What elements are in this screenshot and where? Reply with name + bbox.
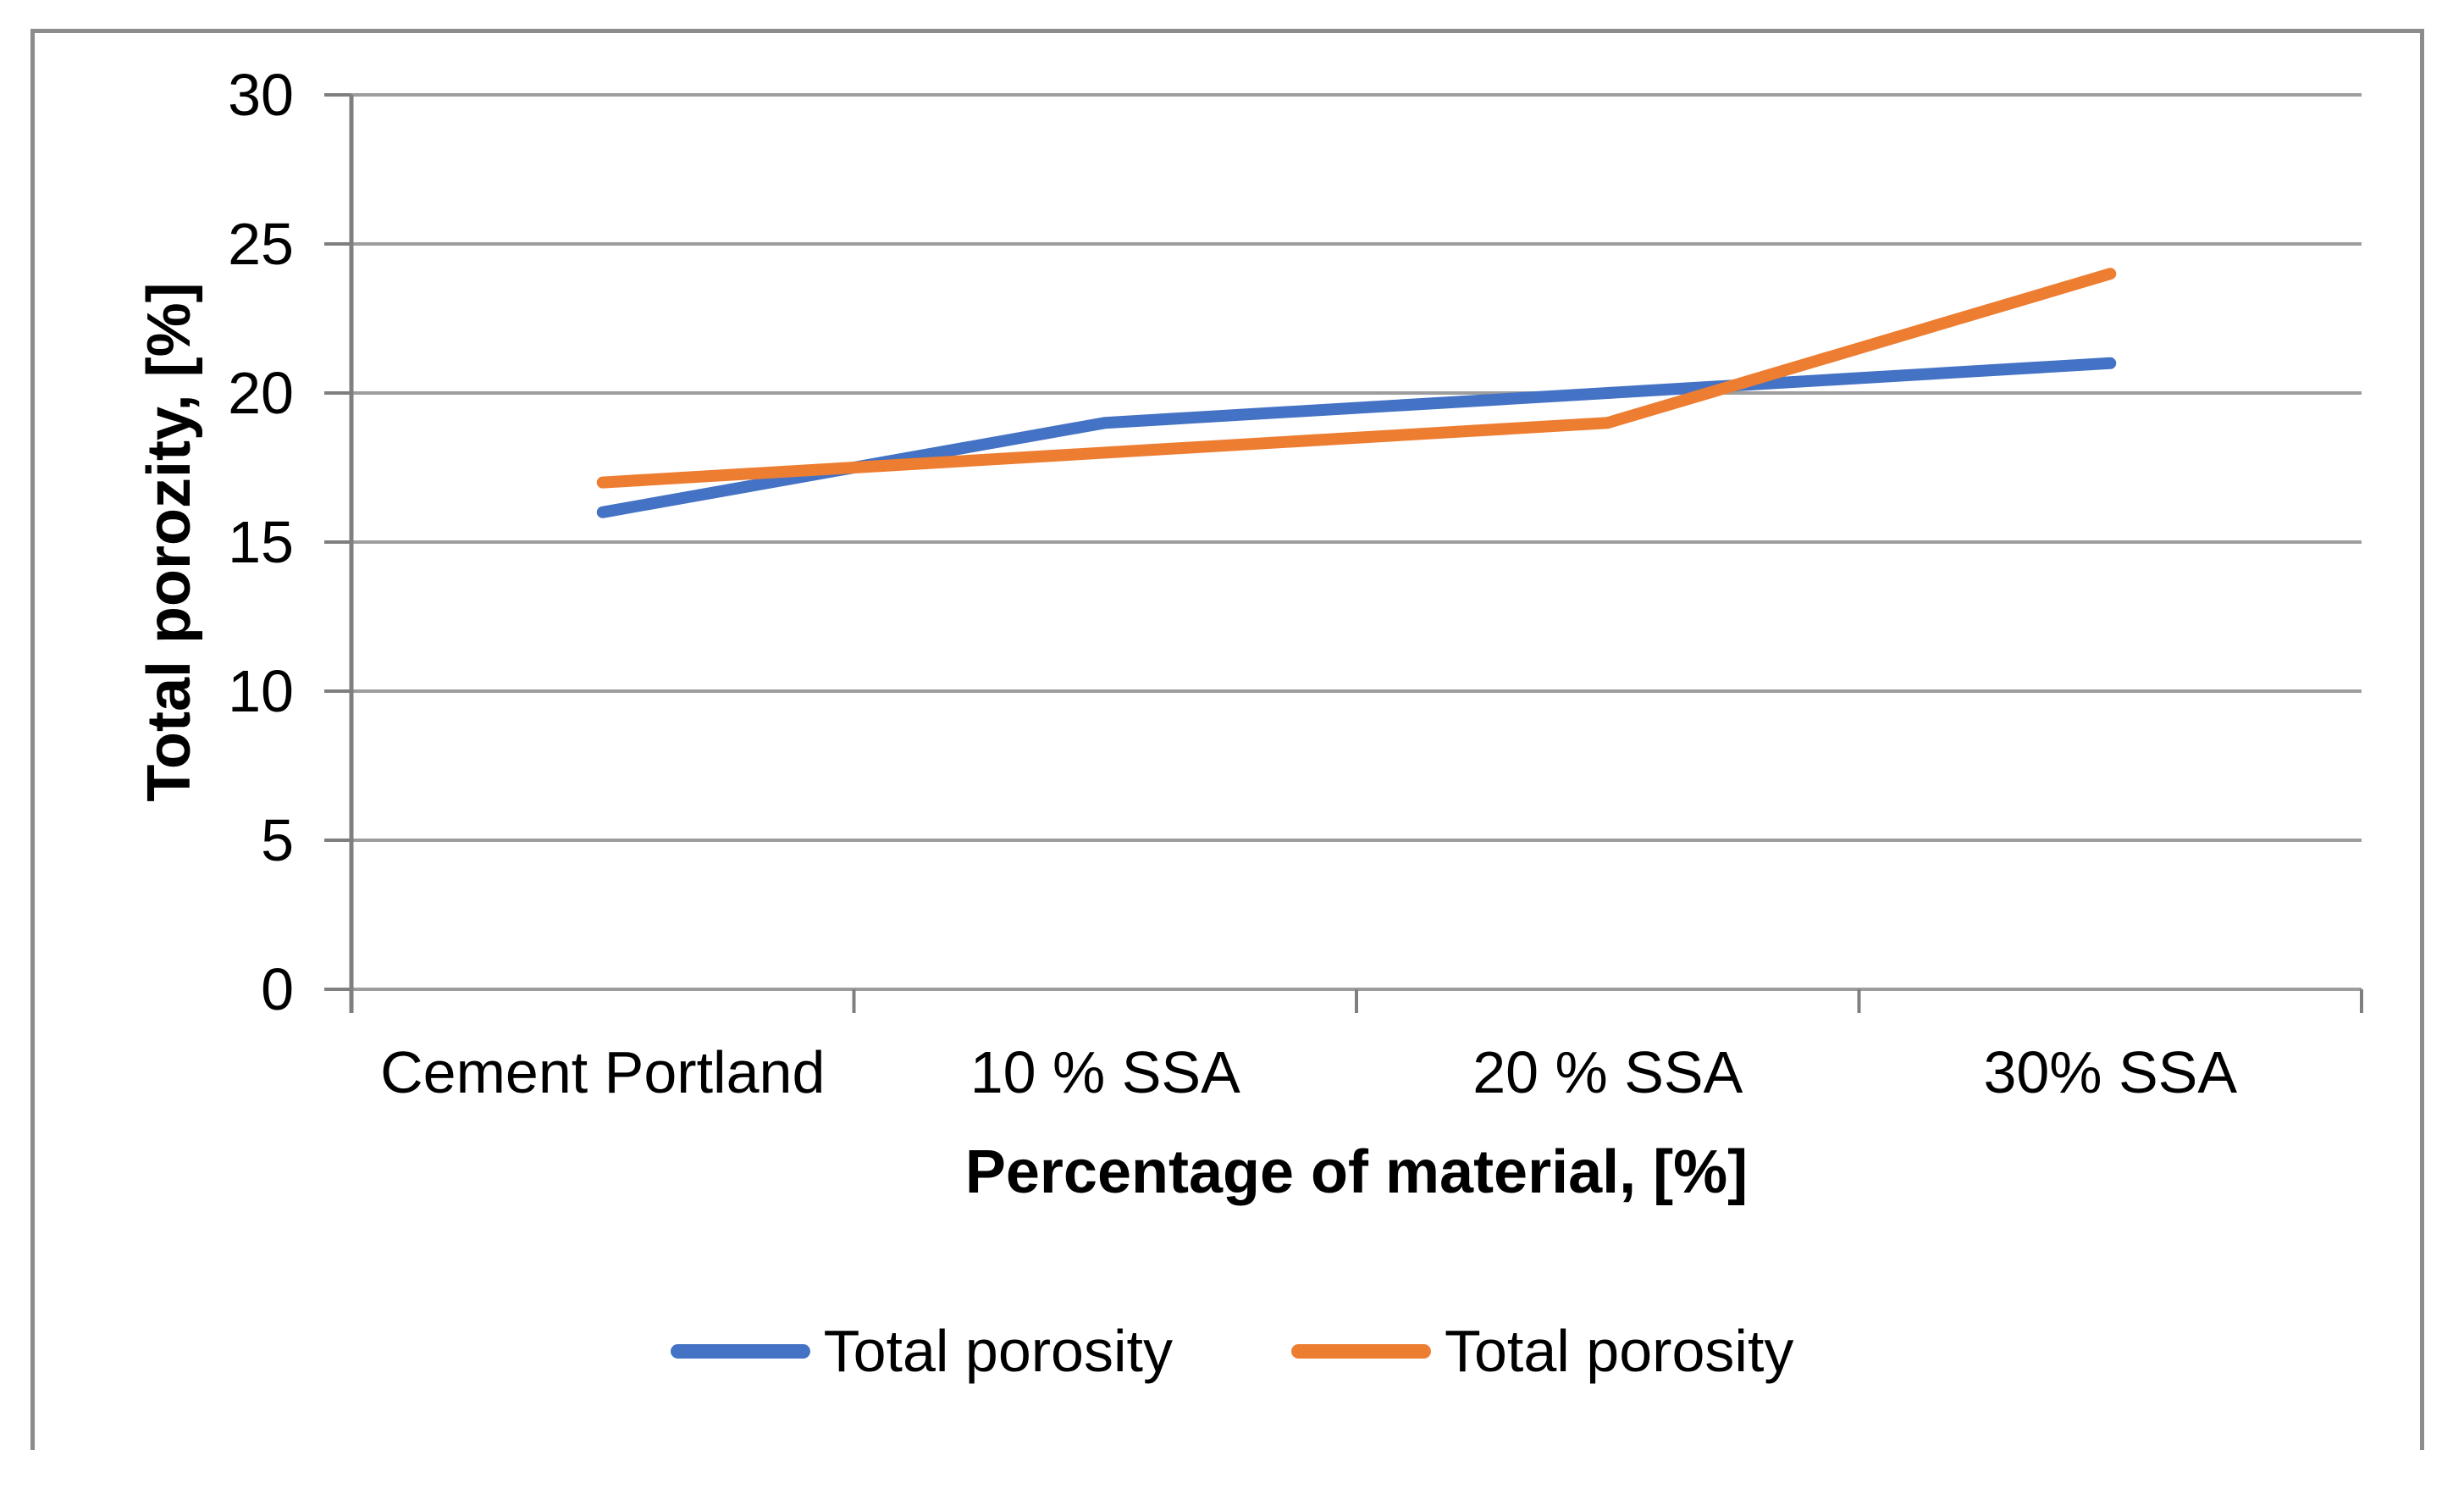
- y-tick-label: 15: [228, 509, 294, 575]
- x-category-label: 30% SSA: [1983, 1039, 2237, 1105]
- x-axis-title: Percentage of material, [%]: [964, 1138, 1749, 1206]
- y-tick-label: 30: [228, 62, 294, 128]
- legend-line-marker: [670, 1343, 810, 1359]
- y-axis-title: Total porozity, [%]: [135, 282, 203, 802]
- series-line-1: [596, 268, 2117, 489]
- legend-item: Total porosity: [670, 1317, 1173, 1385]
- x-category-label: 20 % SSA: [1472, 1039, 1743, 1105]
- y-tick-label: 25: [228, 211, 294, 277]
- y-tick-label: 0: [261, 956, 294, 1022]
- legend-label: Total porosity: [823, 1318, 1173, 1384]
- x-category-label: Cement Portland: [380, 1039, 825, 1105]
- y-tick-label: 10: [228, 658, 294, 724]
- y-tick-label: 5: [261, 807, 294, 873]
- y-tick-label: 20: [228, 360, 294, 426]
- figure-border: [30, 29, 2424, 1450]
- x-category-label: 10 % SSA: [970, 1039, 1240, 1105]
- legend-item: Total porosity: [1291, 1317, 1793, 1385]
- legend-label: Total porosity: [1445, 1318, 1794, 1384]
- legend-line-marker: [1291, 1343, 1431, 1359]
- legend: Total porosity Total porosity: [0, 1311, 2464, 1391]
